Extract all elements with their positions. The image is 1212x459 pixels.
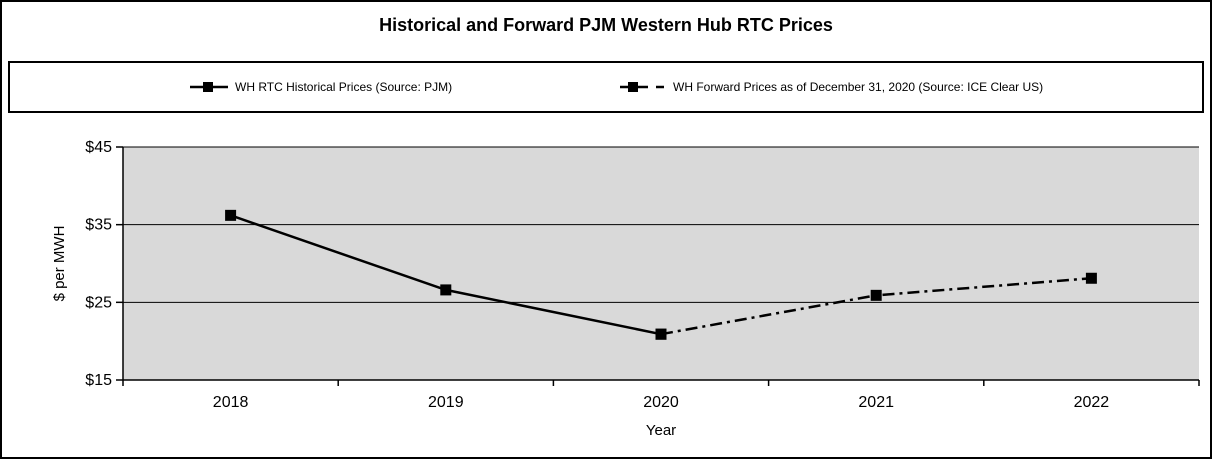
- data-point-marker: [225, 209, 237, 221]
- x-tick-label: 2022: [1074, 394, 1110, 411]
- x-tick-label: 2021: [858, 394, 894, 411]
- data-point-marker: [1085, 272, 1097, 284]
- plot-background: [123, 147, 1199, 380]
- x-tick-label: 2020: [643, 394, 679, 411]
- data-point-marker: [870, 289, 882, 301]
- dash-dot-line-marker-icon: [620, 82, 664, 92]
- chart-title: Historical and Forward PJM Western Hub R…: [379, 15, 833, 35]
- x-tick-label: 2019: [428, 394, 464, 411]
- data-point-marker: [440, 284, 452, 296]
- data-point-marker: [655, 328, 667, 340]
- legend-label-historical: WH RTC Historical Prices (Source: PJM): [235, 80, 453, 94]
- plot-svg: $15 $25 $35 $45 2018 2019 2020 2021 2022 Year $ pe…: [51, 139, 1200, 439]
- legend-item-forward: WH Forward Prices as of December 31, 202…: [620, 80, 1043, 94]
- x-tick-label: 2018: [213, 394, 249, 411]
- y-tick-label: $35: [85, 217, 112, 234]
- y-tick-label: $25: [85, 294, 112, 311]
- legend-item-historical: WH RTC Historical Prices (Source: PJM): [190, 80, 452, 94]
- y-tick-label: $15: [85, 372, 112, 389]
- legend-box: WH RTC Historical Prices (Source: PJM) W…: [8, 61, 1204, 113]
- solid-line-marker-icon: [190, 82, 228, 92]
- x-axis-title: Year: [646, 422, 676, 439]
- y-tick-label: $45: [85, 139, 112, 156]
- y-axis-title: $ per MWH: [51, 226, 68, 302]
- legend-label-forward: WH Forward Prices as of December 31, 202…: [673, 80, 1044, 94]
